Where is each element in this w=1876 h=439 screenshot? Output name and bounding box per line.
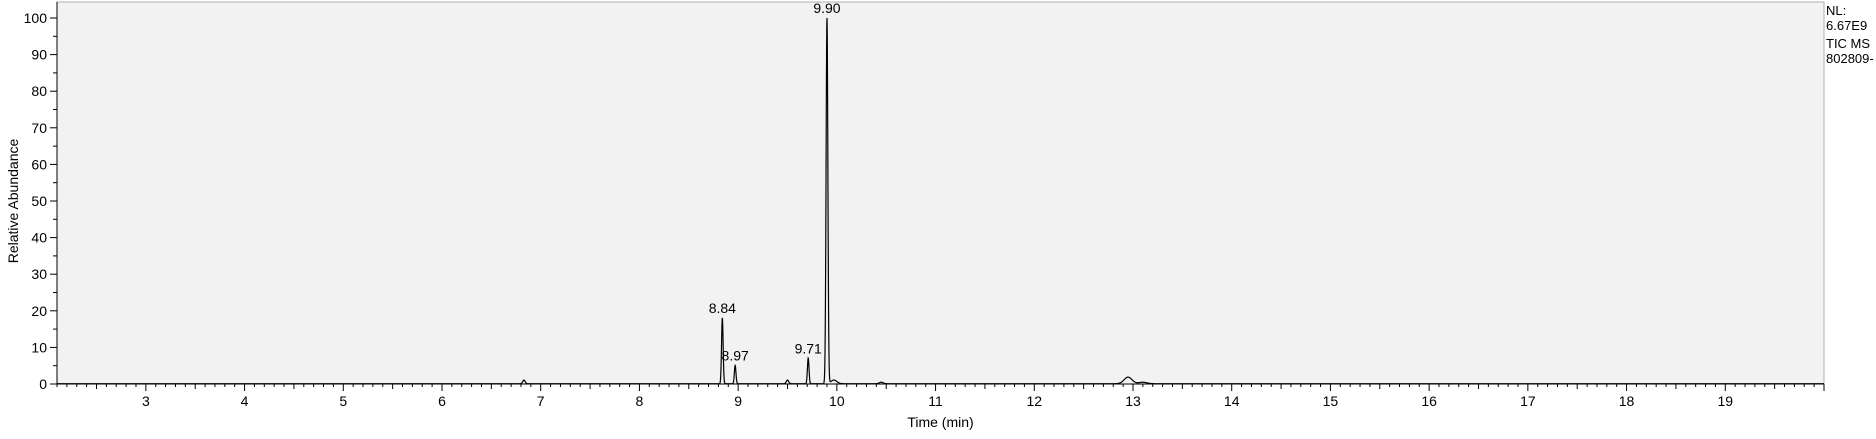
- y-tick-label: 0: [39, 376, 47, 392]
- x-tick-label: 18: [1619, 393, 1635, 409]
- x-tick-label: 8: [636, 393, 644, 409]
- nl-value: 6.67E9: [1826, 18, 1868, 33]
- y-tick-label: 50: [31, 193, 47, 209]
- scan-filter: TIC MS: [1826, 36, 1871, 51]
- y-tick-label: 90: [31, 47, 47, 63]
- x-tick-label: 19: [1717, 393, 1733, 409]
- x-tick-label: 5: [339, 393, 347, 409]
- x-tick-label: 16: [1421, 393, 1437, 409]
- tic-trace: [57, 17, 1824, 385]
- y-tick-label: 80: [31, 83, 47, 99]
- y-tick-label: 20: [31, 303, 47, 319]
- file-name: 802809-: [1826, 51, 1874, 66]
- x-tick-label: 12: [1026, 393, 1042, 409]
- x-tick-label: 10: [829, 393, 845, 409]
- x-tick-label: 7: [537, 393, 545, 409]
- nl-label: NL:: [1826, 3, 1847, 18]
- peak-label: 9.90: [813, 0, 840, 16]
- peak-label: 8.97: [722, 348, 749, 364]
- y-axis: 0 10 20 30 40 50 60 70 80 90 100: [24, 2, 58, 392]
- y-tick-label: 70: [31, 120, 47, 136]
- plot-area: [56, 1, 1825, 385]
- x-tick-label: 14: [1224, 393, 1240, 409]
- y-tick-label: 10: [31, 339, 47, 355]
- y-tick-label: 60: [31, 156, 47, 172]
- y-tick-label: 100: [24, 10, 48, 26]
- x-axis: 3 4 5 6 7 8 9 10 11 12 13 14 15 16 17 18 19: [56, 383, 1825, 409]
- peak-label: 8.84: [709, 300, 736, 316]
- x-tick-label: 9: [734, 393, 742, 409]
- y-axis-title: Relative Abundance: [5, 139, 21, 264]
- x-tick-label: 6: [438, 393, 446, 409]
- y-tick-label: 30: [31, 266, 47, 282]
- x-tick-label: 3: [142, 393, 150, 409]
- y-tick-label: 40: [31, 230, 47, 246]
- x-axis-title: Time (min): [907, 414, 973, 430]
- x-tick-label: 4: [241, 393, 249, 409]
- x-tick-label: 15: [1323, 393, 1339, 409]
- peak-labels: 8.84 8.97 9.71 9.90: [709, 0, 841, 364]
- x-tick-label: 11: [928, 393, 943, 409]
- peak-label: 9.71: [795, 340, 822, 356]
- x-tick-label: 17: [1520, 393, 1536, 409]
- x-tick-label: 13: [1125, 393, 1141, 409]
